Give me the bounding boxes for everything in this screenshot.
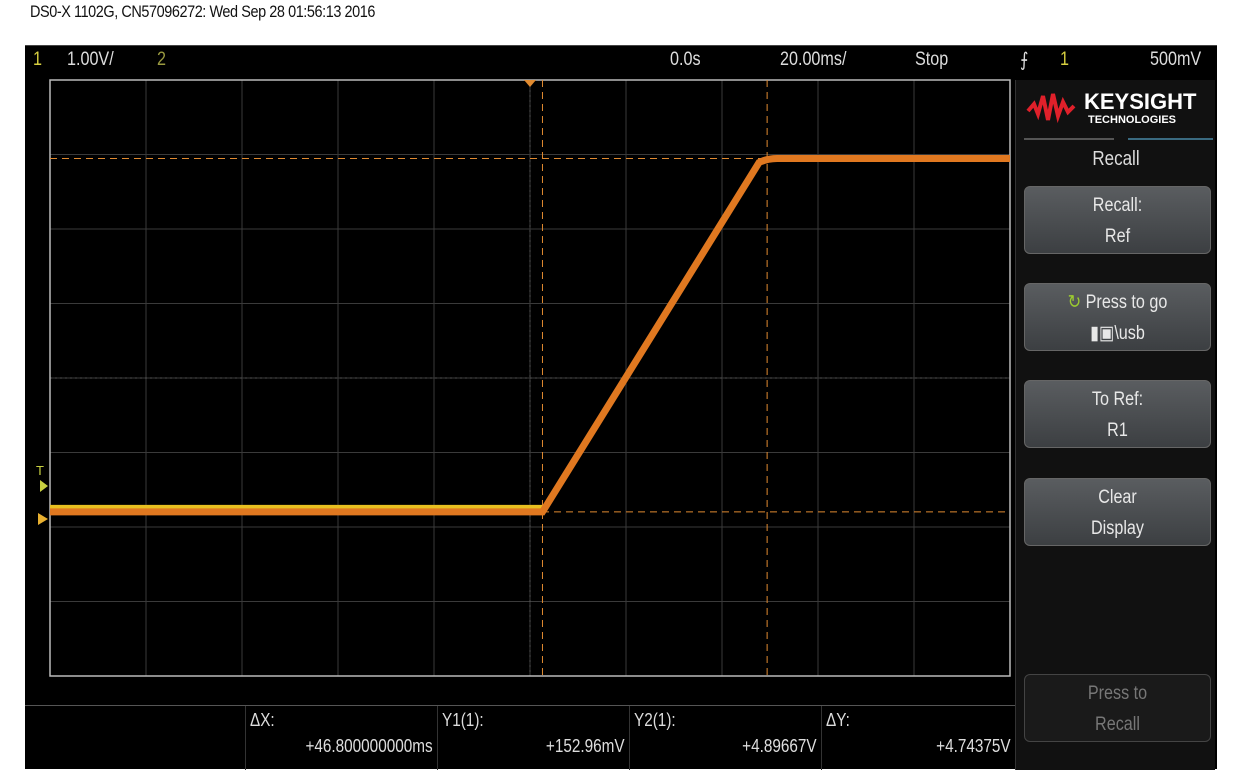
refresh-icon: ↻ <box>1067 292 1082 313</box>
y2-readout: Y2(1): +4.89667V <box>629 706 821 770</box>
window-title: DS0-X 1102G, CN57096272: Wed Sep 28 01:5… <box>30 2 375 21</box>
recall-type-button[interactable]: Recall: Ref <box>1024 186 1211 254</box>
delta-x-readout: ΔX: +46.800000000ms <box>245 706 437 770</box>
horizontal-delay[interactable]: 0.0s <box>670 49 701 70</box>
status-bar: 1 1.00V/ 2 0.0s 20.00ms/ Stop ⨍ 1 500mV <box>25 45 1217 73</box>
delta-y-readout: ΔY: +4.74375V <box>821 706 1015 770</box>
readout-label: Y2(1): <box>634 710 676 730</box>
readout-label: ΔX: <box>250 710 275 730</box>
button-label: Press to <box>1087 683 1148 704</box>
readout-label: Y1(1): <box>442 710 484 730</box>
cursor-measurements: ΔX: +46.800000000ms Y1(1): +152.96mV Y2(1)… <box>25 705 1015 770</box>
usb-drive-icon: ▮▣ <box>1090 323 1115 344</box>
location-button[interactable]: ↻ Press to go ▮▣\usb <box>1024 283 1211 351</box>
trigger-source[interactable]: 1 <box>1060 49 1069 70</box>
ch2-number[interactable]: 2 <box>157 49 166 70</box>
graticule <box>50 80 1010 676</box>
svg-text:TECHNOLOGIES: TECHNOLOGIES <box>1088 114 1176 126</box>
button-value: Display <box>1091 518 1144 539</box>
readout-value: +4.74375V <box>936 736 1011 756</box>
y1-readout: Y1(1): +152.96mV <box>437 706 629 770</box>
svg-text:KEYSIGHT: KEYSIGHT <box>1084 89 1197 114</box>
divider <box>1024 138 1114 140</box>
button-value: Recall <box>1095 714 1140 735</box>
button-label: Press to go <box>1085 292 1168 313</box>
timebase[interactable]: 20.00ms/ <box>780 49 847 70</box>
clear-display-button[interactable]: Clear Display <box>1024 478 1211 546</box>
button-label: To Ref: <box>1091 389 1144 410</box>
button-label: Clear <box>1098 487 1137 508</box>
keysight-logo: KEYSIGHT TECHNOLOGIES <box>1026 89 1197 126</box>
trigger-level-label: T <box>36 463 44 478</box>
divider <box>1128 138 1213 140</box>
button-label: Recall: <box>1092 195 1143 216</box>
run-state[interactable]: Stop <box>915 49 949 70</box>
press-to-recall-button[interactable]: Press to Recall <box>1024 674 1211 742</box>
ch1-ground-marker[interactable] <box>38 513 48 525</box>
softkey-panel: KEYSIGHT TECHNOLOGIES Recall Recall: Ref … <box>1015 80 1215 770</box>
ch1-trace <box>50 154 1010 516</box>
ch1-number[interactable]: 1 <box>33 49 42 70</box>
to-ref-button[interactable]: To Ref: R1 <box>1024 380 1211 448</box>
readout-value: +4.89667V <box>742 736 817 756</box>
ch1-scale[interactable]: 1.00V/ <box>67 49 114 70</box>
trigger-position-marker[interactable] <box>524 80 536 87</box>
readout-value: +46.800000000ms <box>305 736 433 756</box>
trigger-level-marker[interactable] <box>40 480 48 492</box>
button-value: R1 <box>1107 420 1128 441</box>
rising-edge-icon: ⨍ <box>1020 50 1029 71</box>
readout-value: +152.96mV <box>546 736 625 756</box>
button-value: \usb <box>1114 323 1145 344</box>
readout-label: ΔY: <box>826 710 850 730</box>
menu-title: Recall <box>1092 148 1140 170</box>
trigger-level[interactable]: 500mV <box>1150 49 1202 70</box>
button-value: Ref <box>1104 226 1131 247</box>
